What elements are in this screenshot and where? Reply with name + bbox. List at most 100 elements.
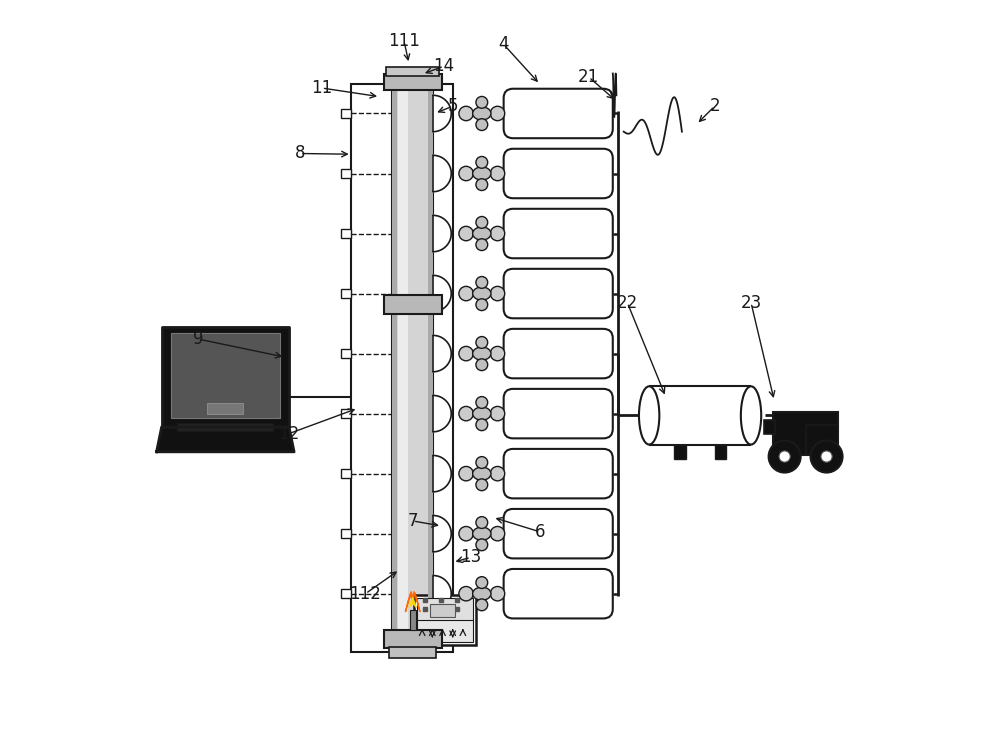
FancyBboxPatch shape bbox=[504, 149, 613, 198]
Polygon shape bbox=[433, 276, 451, 312]
Circle shape bbox=[490, 226, 505, 241]
Circle shape bbox=[476, 397, 488, 408]
Text: 23: 23 bbox=[740, 294, 762, 312]
Polygon shape bbox=[433, 456, 451, 492]
FancyBboxPatch shape bbox=[504, 389, 613, 438]
Polygon shape bbox=[433, 215, 451, 252]
Circle shape bbox=[821, 451, 832, 462]
Bar bbox=[386, 67, 439, 76]
FancyBboxPatch shape bbox=[504, 449, 613, 499]
Text: 5: 5 bbox=[447, 97, 458, 115]
Circle shape bbox=[769, 440, 801, 472]
Circle shape bbox=[476, 337, 488, 348]
Circle shape bbox=[459, 166, 473, 181]
Circle shape bbox=[490, 286, 505, 301]
Circle shape bbox=[459, 467, 473, 481]
Polygon shape bbox=[162, 327, 289, 427]
Ellipse shape bbox=[741, 386, 761, 445]
Text: 21: 21 bbox=[578, 68, 599, 86]
Ellipse shape bbox=[473, 587, 491, 600]
Circle shape bbox=[476, 179, 488, 190]
Ellipse shape bbox=[473, 167, 491, 180]
Bar bbox=[649, 386, 751, 445]
Circle shape bbox=[476, 276, 488, 288]
Circle shape bbox=[476, 599, 488, 611]
Polygon shape bbox=[433, 155, 451, 192]
Circle shape bbox=[490, 526, 505, 541]
Circle shape bbox=[476, 359, 488, 370]
Circle shape bbox=[490, 406, 505, 421]
Text: 7: 7 bbox=[407, 512, 418, 530]
FancyBboxPatch shape bbox=[504, 89, 613, 139]
Circle shape bbox=[476, 479, 488, 491]
Bar bbox=[341, 229, 351, 238]
Circle shape bbox=[459, 587, 473, 601]
Ellipse shape bbox=[639, 386, 659, 445]
Circle shape bbox=[459, 106, 473, 121]
Circle shape bbox=[490, 106, 505, 121]
Text: 8: 8 bbox=[295, 144, 305, 163]
Circle shape bbox=[476, 539, 488, 550]
Circle shape bbox=[476, 456, 488, 469]
Bar bbox=[207, 403, 243, 414]
Text: 112: 112 bbox=[349, 585, 381, 603]
Circle shape bbox=[459, 286, 473, 301]
Bar bbox=[430, 604, 455, 617]
Bar bbox=[341, 589, 351, 599]
Circle shape bbox=[476, 96, 488, 108]
FancyBboxPatch shape bbox=[504, 329, 613, 378]
Circle shape bbox=[476, 299, 488, 311]
Polygon shape bbox=[405, 591, 420, 612]
Bar bbox=[773, 412, 838, 456]
Bar bbox=[389, 647, 436, 658]
Ellipse shape bbox=[473, 347, 491, 360]
Circle shape bbox=[490, 346, 505, 361]
Circle shape bbox=[476, 419, 488, 431]
Polygon shape bbox=[157, 427, 294, 452]
Text: 14: 14 bbox=[433, 57, 455, 75]
Circle shape bbox=[490, 166, 505, 181]
Ellipse shape bbox=[473, 107, 491, 120]
Bar bbox=[764, 420, 775, 434]
Polygon shape bbox=[433, 575, 451, 612]
Circle shape bbox=[811, 440, 843, 472]
Ellipse shape bbox=[473, 527, 491, 540]
Circle shape bbox=[459, 406, 473, 421]
Bar bbox=[428, 77, 433, 644]
Circle shape bbox=[476, 517, 488, 529]
Bar bbox=[341, 289, 351, 298]
Bar bbox=[351, 85, 453, 652]
Ellipse shape bbox=[473, 227, 491, 240]
Bar bbox=[392, 77, 433, 644]
Text: 12: 12 bbox=[278, 424, 300, 443]
Bar bbox=[398, 77, 408, 644]
Bar bbox=[341, 169, 351, 178]
Bar bbox=[341, 109, 351, 118]
Circle shape bbox=[476, 157, 488, 168]
Bar bbox=[674, 445, 686, 459]
FancyBboxPatch shape bbox=[504, 208, 613, 258]
Polygon shape bbox=[433, 515, 451, 552]
FancyBboxPatch shape bbox=[504, 569, 613, 618]
Ellipse shape bbox=[473, 287, 491, 300]
Bar bbox=[177, 424, 273, 431]
Circle shape bbox=[459, 346, 473, 361]
Polygon shape bbox=[409, 597, 416, 607]
Circle shape bbox=[490, 467, 505, 481]
Bar bbox=[715, 445, 726, 459]
Bar bbox=[341, 469, 351, 478]
Bar bbox=[341, 529, 351, 539]
Text: 4: 4 bbox=[498, 35, 509, 53]
Text: 6: 6 bbox=[535, 523, 545, 541]
Bar bbox=[417, 598, 473, 621]
Bar bbox=[410, 610, 416, 630]
Circle shape bbox=[779, 451, 790, 462]
Ellipse shape bbox=[473, 467, 491, 480]
Bar bbox=[384, 74, 442, 90]
FancyBboxPatch shape bbox=[504, 509, 613, 558]
Circle shape bbox=[476, 217, 488, 228]
Circle shape bbox=[459, 526, 473, 541]
Circle shape bbox=[476, 577, 488, 588]
Bar bbox=[341, 409, 351, 418]
Polygon shape bbox=[433, 335, 451, 372]
